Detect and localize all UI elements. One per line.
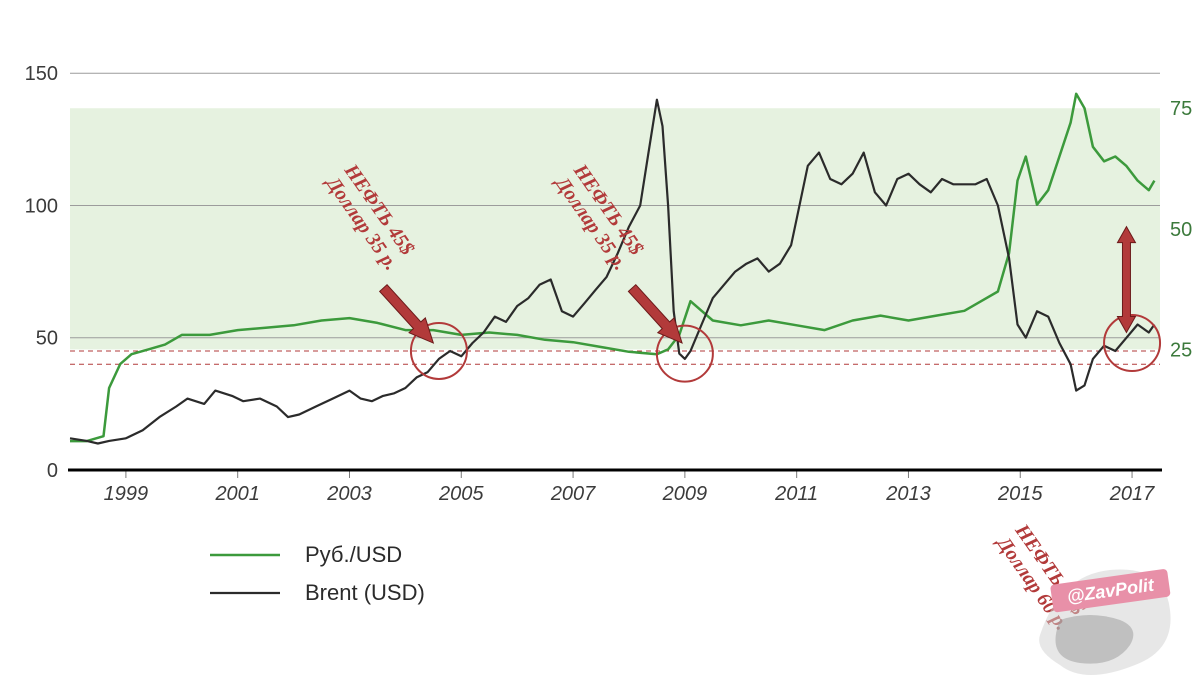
y-left-tick-label: 150 [25, 63, 58, 85]
y-left-tick-label: 0 [47, 460, 58, 482]
x-tick-label: 2017 [1109, 483, 1155, 505]
x-tick-label: 2011 [774, 483, 818, 505]
x-tick-label: 2003 [326, 483, 372, 505]
chart-container: 0 50 100 150 25 50 75 1999 2001 2003 2005 2007 2009 2… [0, 0, 1200, 675]
x-tick-label: 2015 [997, 483, 1043, 505]
y-right-tick-label: 75 [1170, 98, 1192, 120]
y-right-tick-label: 25 [1170, 339, 1192, 361]
x-tick-label: 2001 [214, 483, 260, 505]
x-tick-label: 2013 [885, 483, 931, 505]
y-left-tick-label: 50 [36, 328, 58, 350]
x-tick-label: 1999 [104, 483, 149, 505]
y-right-tick-label: 50 [1170, 219, 1192, 241]
y-left-tick-label: 100 [25, 195, 58, 217]
chart-svg: 0 50 100 150 25 50 75 1999 2001 2003 2005 2007 2009 2… [0, 0, 1200, 675]
legend-label: Руб./USD [305, 542, 402, 567]
x-tick-label: 2005 [438, 483, 484, 505]
legend-label: Brent (USD) [305, 580, 425, 605]
x-tick-label: 2009 [662, 483, 708, 505]
x-tick-label: 2007 [550, 483, 596, 505]
